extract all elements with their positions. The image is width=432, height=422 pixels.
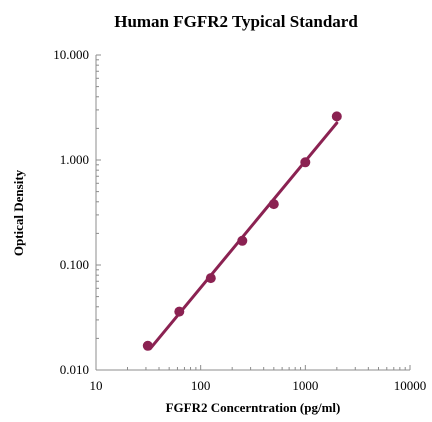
x-tick-label-3: 10000 — [394, 378, 427, 393]
y-tick-label-0: 0.010 — [60, 362, 89, 377]
x-tick-label-1: 100 — [191, 378, 211, 393]
data-point — [331, 111, 342, 122]
x-axis-title: FGFR2 Concerntration (pg/ml) — [166, 400, 341, 415]
data-point — [300, 157, 311, 168]
data-point — [268, 199, 279, 210]
chart-title: Human FGFR2 Typical Standard — [114, 12, 358, 31]
data-point — [174, 306, 185, 317]
y-tick-label-1: 0.100 — [60, 257, 89, 272]
y-axis-title: Optical Density — [11, 169, 26, 256]
x-tick-label-0: 10 — [90, 378, 103, 393]
data-point — [237, 235, 248, 246]
y-tick-label-2: 1.000 — [60, 152, 89, 167]
x-tick-label-2: 1000 — [292, 378, 318, 393]
data-point — [205, 273, 216, 284]
axis-ticks: 0.010 0.100 1.000 10.000 10 100 1000 10000 — [53, 47, 426, 393]
y-tick-label-3: 10.000 — [53, 47, 89, 62]
data-points — [142, 111, 342, 351]
data-point — [142, 340, 153, 351]
